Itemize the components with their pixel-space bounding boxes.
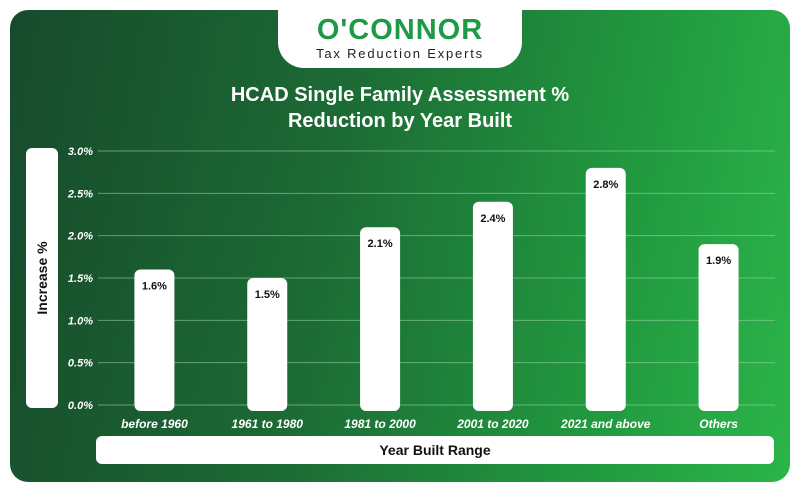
data-label: 2.8% — [593, 179, 618, 191]
y-axis-label-box: Increase % — [26, 148, 58, 408]
x-tick-label: 2021 and above — [560, 417, 651, 431]
chart-title-line2: Reduction by Year Built — [287, 110, 513, 132]
y-tick-label: 0.0% — [68, 400, 93, 412]
x-axis-label-box: Year Built Range — [96, 436, 774, 464]
logo-tab: O'CONNOR Tax Reduction Experts — [278, 10, 522, 68]
brand-tagline: Tax Reduction Experts — [316, 46, 484, 61]
data-label: 2.1% — [368, 238, 393, 250]
x-tick-label: 2001 to 2020 — [456, 417, 529, 431]
bar — [585, 167, 626, 411]
brand-logo: O'CONNOR — [316, 14, 484, 46]
bar — [247, 278, 288, 411]
data-label: 1.5% — [255, 289, 280, 301]
x-axis-label: Year Built Range — [379, 442, 491, 458]
chart-card: O'CONNOR Tax Reduction Experts HCAD Sing… — [10, 10, 790, 482]
chart-title: HCAD Single Family Assessment % Reductio… — [10, 82, 790, 134]
y-tick-label: 3.0% — [68, 146, 93, 158]
x-tick-label: before 1960 — [121, 417, 188, 431]
data-label: 1.6% — [142, 281, 167, 293]
x-tick-label: 1981 to 2000 — [344, 417, 416, 431]
bar-chart-plot: 0.0% 0.5% 1.0% 1.5% 2.0% 2.5% 3.0% 1.6% before 1… — [67, 146, 775, 431]
data-label: 2.4% — [480, 213, 505, 225]
bar — [472, 201, 513, 411]
chart-title-line1: HCAD Single Family Assessment % — [230, 84, 570, 106]
bar — [360, 227, 401, 411]
y-tick-label: 2.0% — [67, 231, 93, 243]
x-tick-label: Others — [699, 417, 738, 431]
bar — [134, 269, 175, 411]
y-tick-label: 1.5% — [68, 273, 93, 285]
bar — [698, 244, 739, 411]
y-tick-label: 0.5% — [68, 358, 93, 370]
y-tick-label: 1.0% — [68, 315, 93, 327]
y-tick-label: 2.5% — [67, 188, 93, 200]
x-tick-label: 1961 to 1980 — [232, 417, 304, 431]
data-label: 1.9% — [706, 255, 731, 267]
